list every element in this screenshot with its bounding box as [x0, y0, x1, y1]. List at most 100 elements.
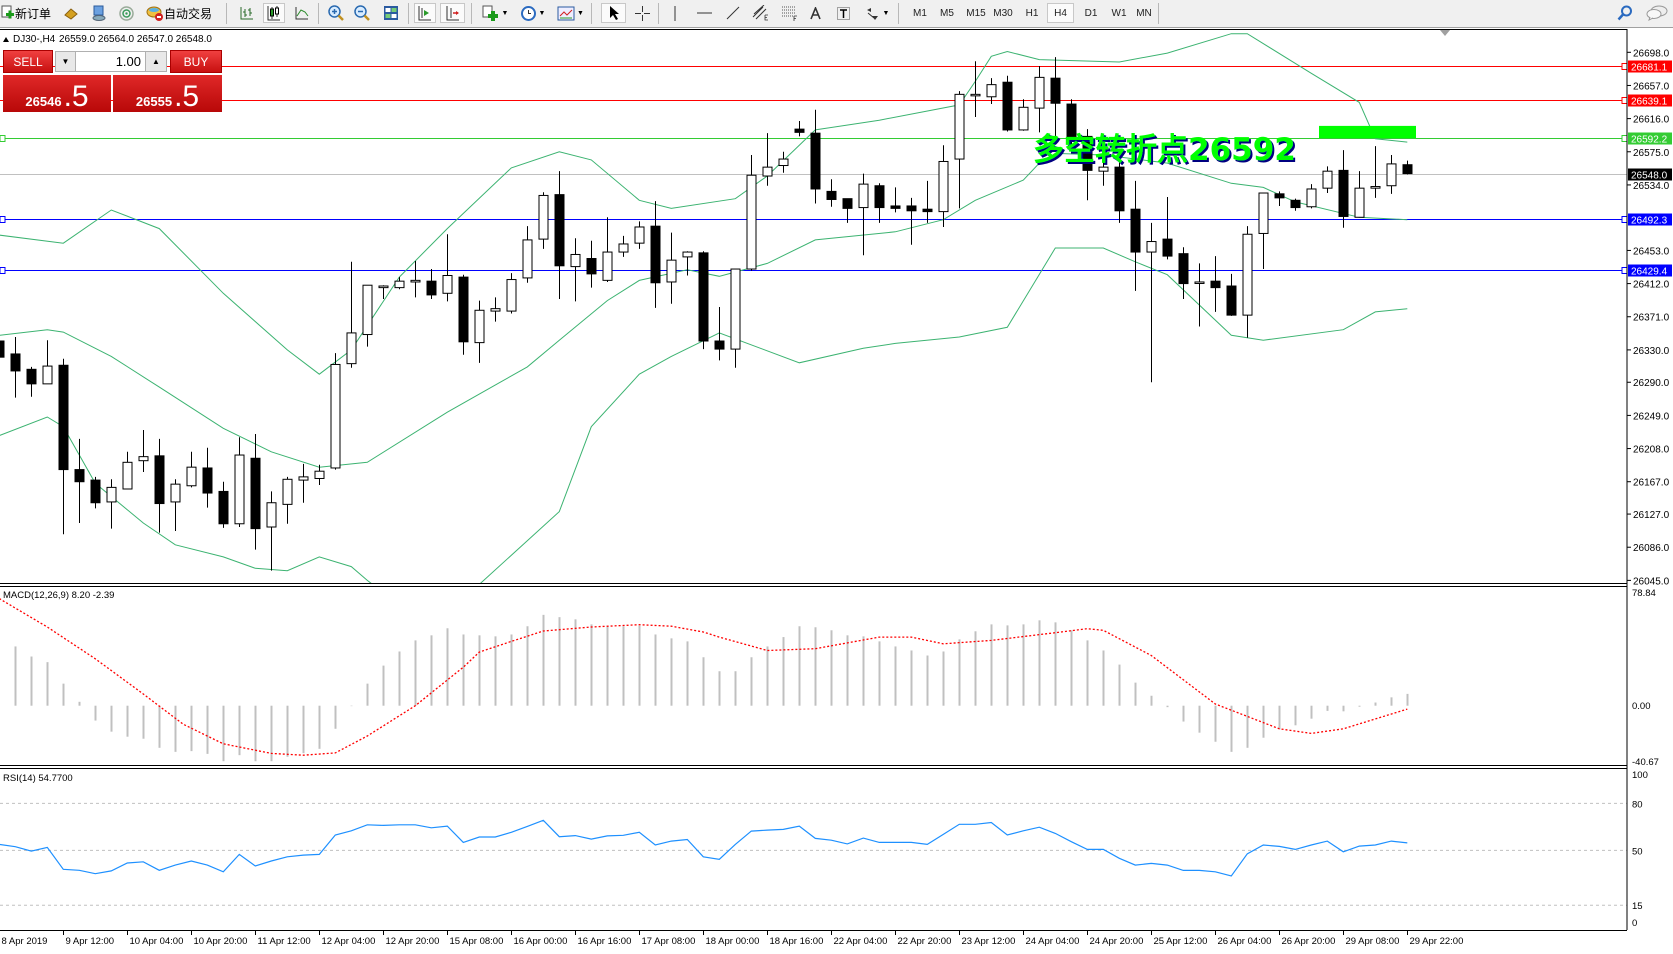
line-handle[interactable]: [1621, 135, 1628, 142]
periods-dropdown[interactable]: ▼: [517, 3, 548, 23]
bear-candle-body: [1114, 166, 1125, 212]
line-handle[interactable]: [1621, 216, 1628, 223]
sell-price-button[interactable]: 26546.5: [3, 75, 111, 112]
period-mn-button[interactable]: MN: [1136, 7, 1152, 19]
line-handle[interactable]: [0, 216, 6, 223]
buy-button[interactable]: BUY: [170, 50, 222, 73]
signals-button[interactable]: [118, 3, 134, 23]
navigator-button[interactable]: [91, 3, 107, 23]
candle: [362, 284, 373, 347]
lots-input[interactable]: 1.00: [76, 51, 145, 72]
price-axis[interactable]: 26698.0 26657.0 26616.0 26575.0 26534.0 26453…: [1627, 48, 1670, 587]
line-handle[interactable]: [1621, 97, 1628, 104]
bear-candle-body: [0, 340, 5, 358]
zoom-out-icon: [354, 5, 370, 21]
lots-increase-button[interactable]: ▲: [145, 51, 167, 72]
bar-chart-button[interactable]: [238, 3, 256, 23]
tile-windows-button[interactable]: [382, 3, 400, 23]
period-m1-button[interactable]: M1: [913, 7, 927, 19]
candle: [602, 217, 613, 282]
fibonacci-tool-button[interactable]: [780, 3, 800, 23]
trendline-tool-button[interactable]: [724, 3, 742, 23]
chart-shift-marker[interactable]: [1440, 30, 1450, 36]
templates-dropdown[interactable]: ▼: [555, 3, 586, 23]
auto-trading-label: 自动交易: [164, 6, 213, 21]
crosshair-tool-button[interactable]: [633, 3, 651, 23]
collapse-triangle-icon[interactable]: [3, 37, 9, 42]
auto-trading-button[interactable]: 自动交易: [146, 3, 216, 23]
candle: [218, 481, 229, 528]
ohlc-label: 26559.0 26564.0 26547.0 26548.0: [59, 34, 212, 45]
bull-candle-body: [746, 174, 757, 270]
bull-candle-body: [1034, 76, 1045, 109]
line-handle[interactable]: [1621, 267, 1628, 274]
annotation-text: 多空转折点26592: [1033, 132, 1296, 168]
toolbar-separator: [408, 3, 409, 24]
price-tick-label: 26249.0: [1633, 411, 1670, 422]
time-label: 25 Apr 12:00: [1154, 936, 1208, 947]
tile-windows-icon: [384, 6, 398, 20]
period-d1-button[interactable]: D1: [1084, 7, 1098, 19]
period-h1-button[interactable]: H1: [1025, 7, 1039, 19]
line-chart-button[interactable]: [293, 3, 311, 23]
period-h4-button[interactable]: H4: [1047, 3, 1074, 23]
search-button[interactable]: [1616, 3, 1634, 23]
bear-candle-body: [1338, 169, 1349, 217]
bull-candle-body: [1018, 106, 1029, 131]
chat-button[interactable]: [1645, 3, 1669, 23]
bull-candle-body: [234, 454, 245, 525]
candle: [1098, 159, 1109, 186]
period-w1-button[interactable]: W1: [1111, 7, 1127, 19]
chart-shift-button[interactable]: [440, 3, 465, 23]
period-m30-button[interactable]: M30: [993, 7, 1013, 19]
bull-candle-body: [1146, 241, 1157, 253]
zoom-in-button[interactable]: [327, 3, 345, 23]
bear-candle-body: [426, 280, 437, 296]
bear-candle-body: [698, 252, 709, 342]
text-tool-button[interactable]: [808, 3, 822, 23]
price-pane[interactable]: 多空转折点26592 DJ30-,H4 26559.0 26564.0 2654…: [0, 30, 1628, 617]
sell-price-fraction: .5: [63, 80, 89, 113]
period-m5-button[interactable]: M5: [940, 7, 954, 19]
arrows-dropdown[interactable]: ▼: [861, 3, 893, 23]
bull-candle-body: [762, 166, 773, 177]
candle: [762, 133, 773, 186]
lots-decrease-button[interactable]: ▼: [55, 51, 76, 72]
price-tick-label: 26657.0: [1633, 81, 1670, 92]
bull-candle-body: [330, 363, 341, 469]
indicators-dropdown[interactable]: ▼: [480, 3, 510, 23]
period-m15-button[interactable]: M15: [966, 7, 986, 19]
auto-scroll-button[interactable]: [414, 3, 436, 23]
time-label: 12 Apr 20:00: [386, 936, 440, 947]
candlestick-chart-button[interactable]: [263, 3, 285, 23]
candle: [970, 61, 981, 117]
bull-candle-body: [122, 461, 133, 490]
candle: [1082, 129, 1093, 201]
rsi-pane[interactable]: RSI(14) 54.7700 100 80 50 15 0: [0, 770, 1648, 929]
candle: [1290, 198, 1301, 211]
macd-pane[interactable]: MACD(12,26,9) 8.20 -2.39 78.84 0.00 -40.…: [0, 588, 1659, 768]
bear-candle-body: [842, 198, 853, 209]
market-watch-button[interactable]: [63, 3, 79, 23]
line-handle[interactable]: [0, 135, 6, 142]
toolbar-separator: [898, 3, 899, 24]
new-order-button[interactable]: 新订单: [1, 3, 53, 23]
bull-candle-body: [298, 476, 309, 481]
zoom-out-button[interactable]: [353, 3, 371, 23]
candle: [986, 78, 997, 105]
buy-price-button[interactable]: 26555.5: [113, 75, 222, 112]
price-tick-label: 26167.0: [1633, 478, 1670, 489]
rsi-levels: [0, 802, 1627, 906]
horizontal-line-tool-button[interactable]: [695, 3, 713, 23]
price-tick-label: 26208.0: [1633, 445, 1670, 456]
vertical-line-tool-button[interactable]: [667, 3, 683, 23]
label-tool-button[interactable]: [835, 3, 851, 23]
sell-button[interactable]: SELL: [3, 50, 53, 73]
cursor-tool-button[interactable]: [601, 3, 626, 23]
line-handle[interactable]: [1621, 63, 1628, 70]
channel-tool-button[interactable]: [751, 3, 771, 23]
line-handle[interactable]: [0, 267, 6, 274]
time-axis[interactable]: 8 Apr 2019 9 Apr 12:00 10 Apr 04:00 10 Apr …: [0, 931, 1463, 947]
price-tag-label: 26492.3: [1631, 216, 1668, 227]
